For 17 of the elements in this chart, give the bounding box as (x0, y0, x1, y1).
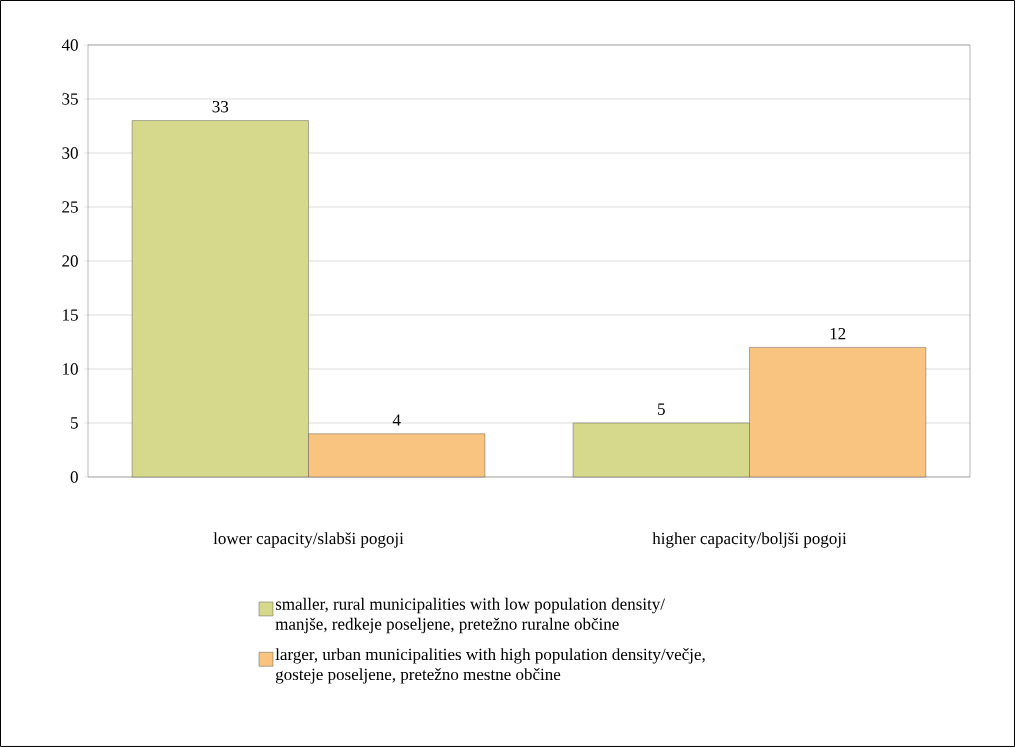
legend-label: smaller, rural municipalities with low population density/manjše, redkeje poseljene, pretežno ruralne občine (275, 597, 665, 634)
y-tick-label: 0 (70, 471, 78, 483)
data-label: 5 (658, 403, 665, 415)
data-label: 4 (392, 414, 401, 426)
y-tick-label: 20 (62, 255, 78, 267)
x-tick-label: higher capacity/boljši pogoji (652, 532, 847, 548)
y-tick-label: 30 (62, 147, 78, 159)
y-tick-label: 10 (63, 363, 78, 375)
y-tick-label: 5 (71, 417, 78, 429)
y-tick-label: 25 (62, 201, 78, 213)
y-tick-label: 40 (61, 39, 78, 51)
data-label: 33 (212, 100, 229, 113)
y-tick-label: 35 (62, 93, 78, 105)
y-tick-label: 15 (63, 309, 78, 321)
legend-label: larger, urban municipalities with high population density/večje, gosteje poseljene, pretežno mestne občine (275, 648, 705, 684)
x-tick-label: lower capacity/slabši pogoji (213, 532, 404, 548)
data-label: 12 (830, 327, 846, 340)
